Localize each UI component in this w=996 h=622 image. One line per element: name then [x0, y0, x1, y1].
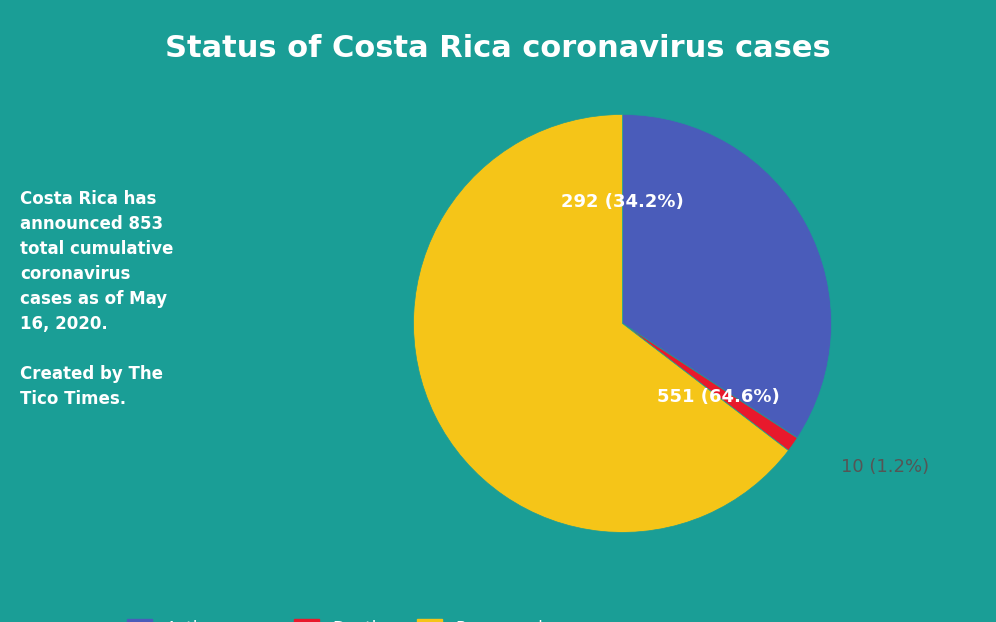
Text: 292 (34.2%): 292 (34.2%)	[562, 193, 684, 211]
Wedge shape	[622, 114, 832, 438]
Text: 551 (64.6%): 551 (64.6%)	[657, 388, 780, 406]
Wedge shape	[413, 114, 789, 532]
Wedge shape	[622, 323, 798, 450]
Text: 10 (1.2%): 10 (1.2%)	[841, 458, 929, 476]
Text: Status of Costa Rica coronavirus cases: Status of Costa Rica coronavirus cases	[165, 34, 831, 63]
Legend: Active cases, Deaths, Recovered: Active cases, Deaths, Recovered	[121, 613, 550, 622]
Text: Costa Rica has
announced 853
total cumulative
coronavirus
cases as of May
16, 20: Costa Rica has announced 853 total cumul…	[20, 190, 173, 407]
